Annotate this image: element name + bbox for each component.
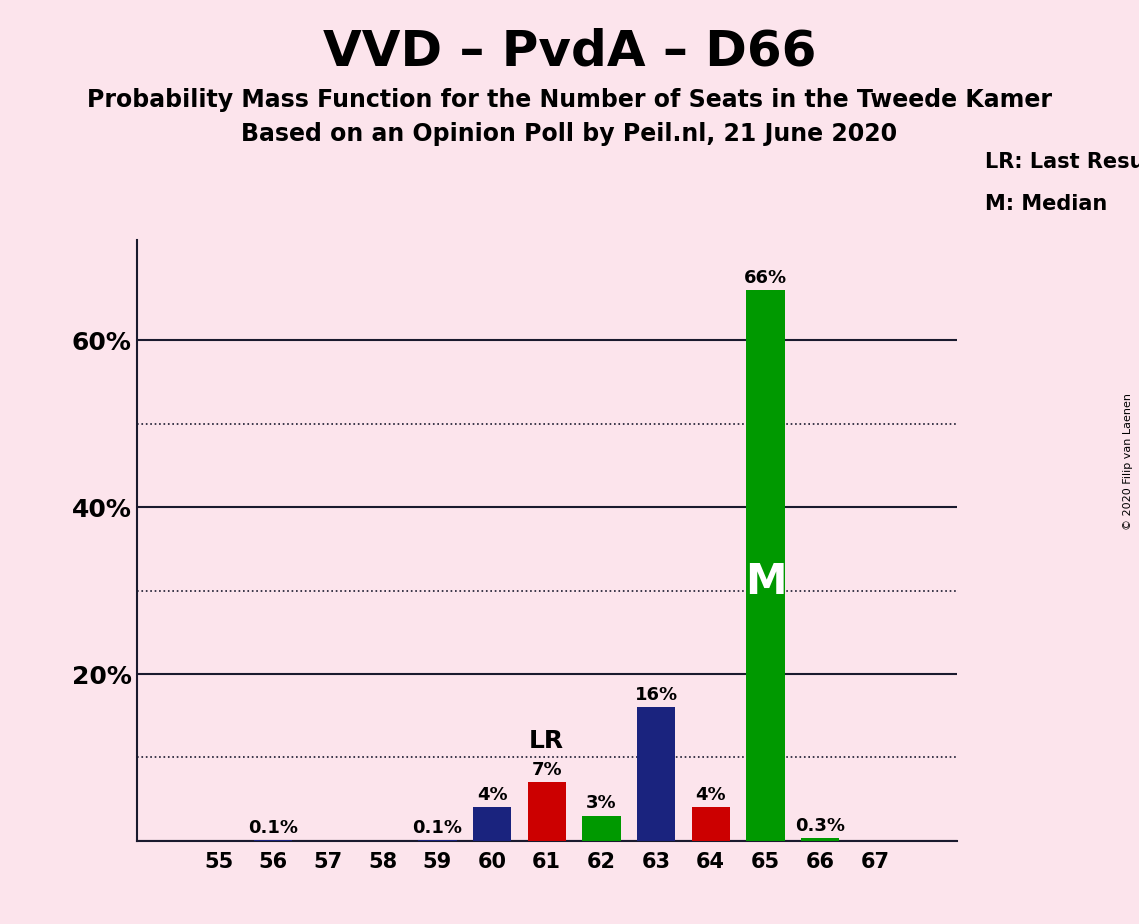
Text: 16%: 16%: [634, 686, 678, 704]
Text: LR: Last Result: LR: Last Result: [985, 152, 1139, 173]
Text: 0.1%: 0.1%: [248, 819, 298, 836]
Text: M: M: [745, 561, 786, 603]
Text: 0.1%: 0.1%: [412, 819, 462, 836]
Bar: [801, 838, 839, 841]
Text: Probability Mass Function for the Number of Seats in the Tweede Kamer: Probability Mass Function for the Number…: [87, 88, 1052, 112]
Bar: [637, 708, 675, 841]
Bar: [527, 783, 566, 841]
Text: 4%: 4%: [696, 786, 726, 804]
Text: M: Median: M: Median: [985, 194, 1107, 214]
Text: 66%: 66%: [744, 269, 787, 287]
Bar: [582, 816, 621, 841]
Bar: [473, 808, 511, 841]
Text: VVD – PvdA – D66: VVD – PvdA – D66: [322, 28, 817, 76]
Text: 4%: 4%: [477, 786, 507, 804]
Text: © 2020 Filip van Laenen: © 2020 Filip van Laenen: [1123, 394, 1133, 530]
Text: 0.3%: 0.3%: [795, 817, 845, 835]
Text: 3%: 3%: [587, 795, 616, 812]
Bar: [746, 290, 785, 841]
Text: LR: LR: [530, 729, 564, 753]
Text: Based on an Opinion Poll by Peil.nl, 21 June 2020: Based on an Opinion Poll by Peil.nl, 21 …: [241, 122, 898, 146]
Text: 7%: 7%: [532, 761, 562, 779]
Bar: [691, 808, 730, 841]
